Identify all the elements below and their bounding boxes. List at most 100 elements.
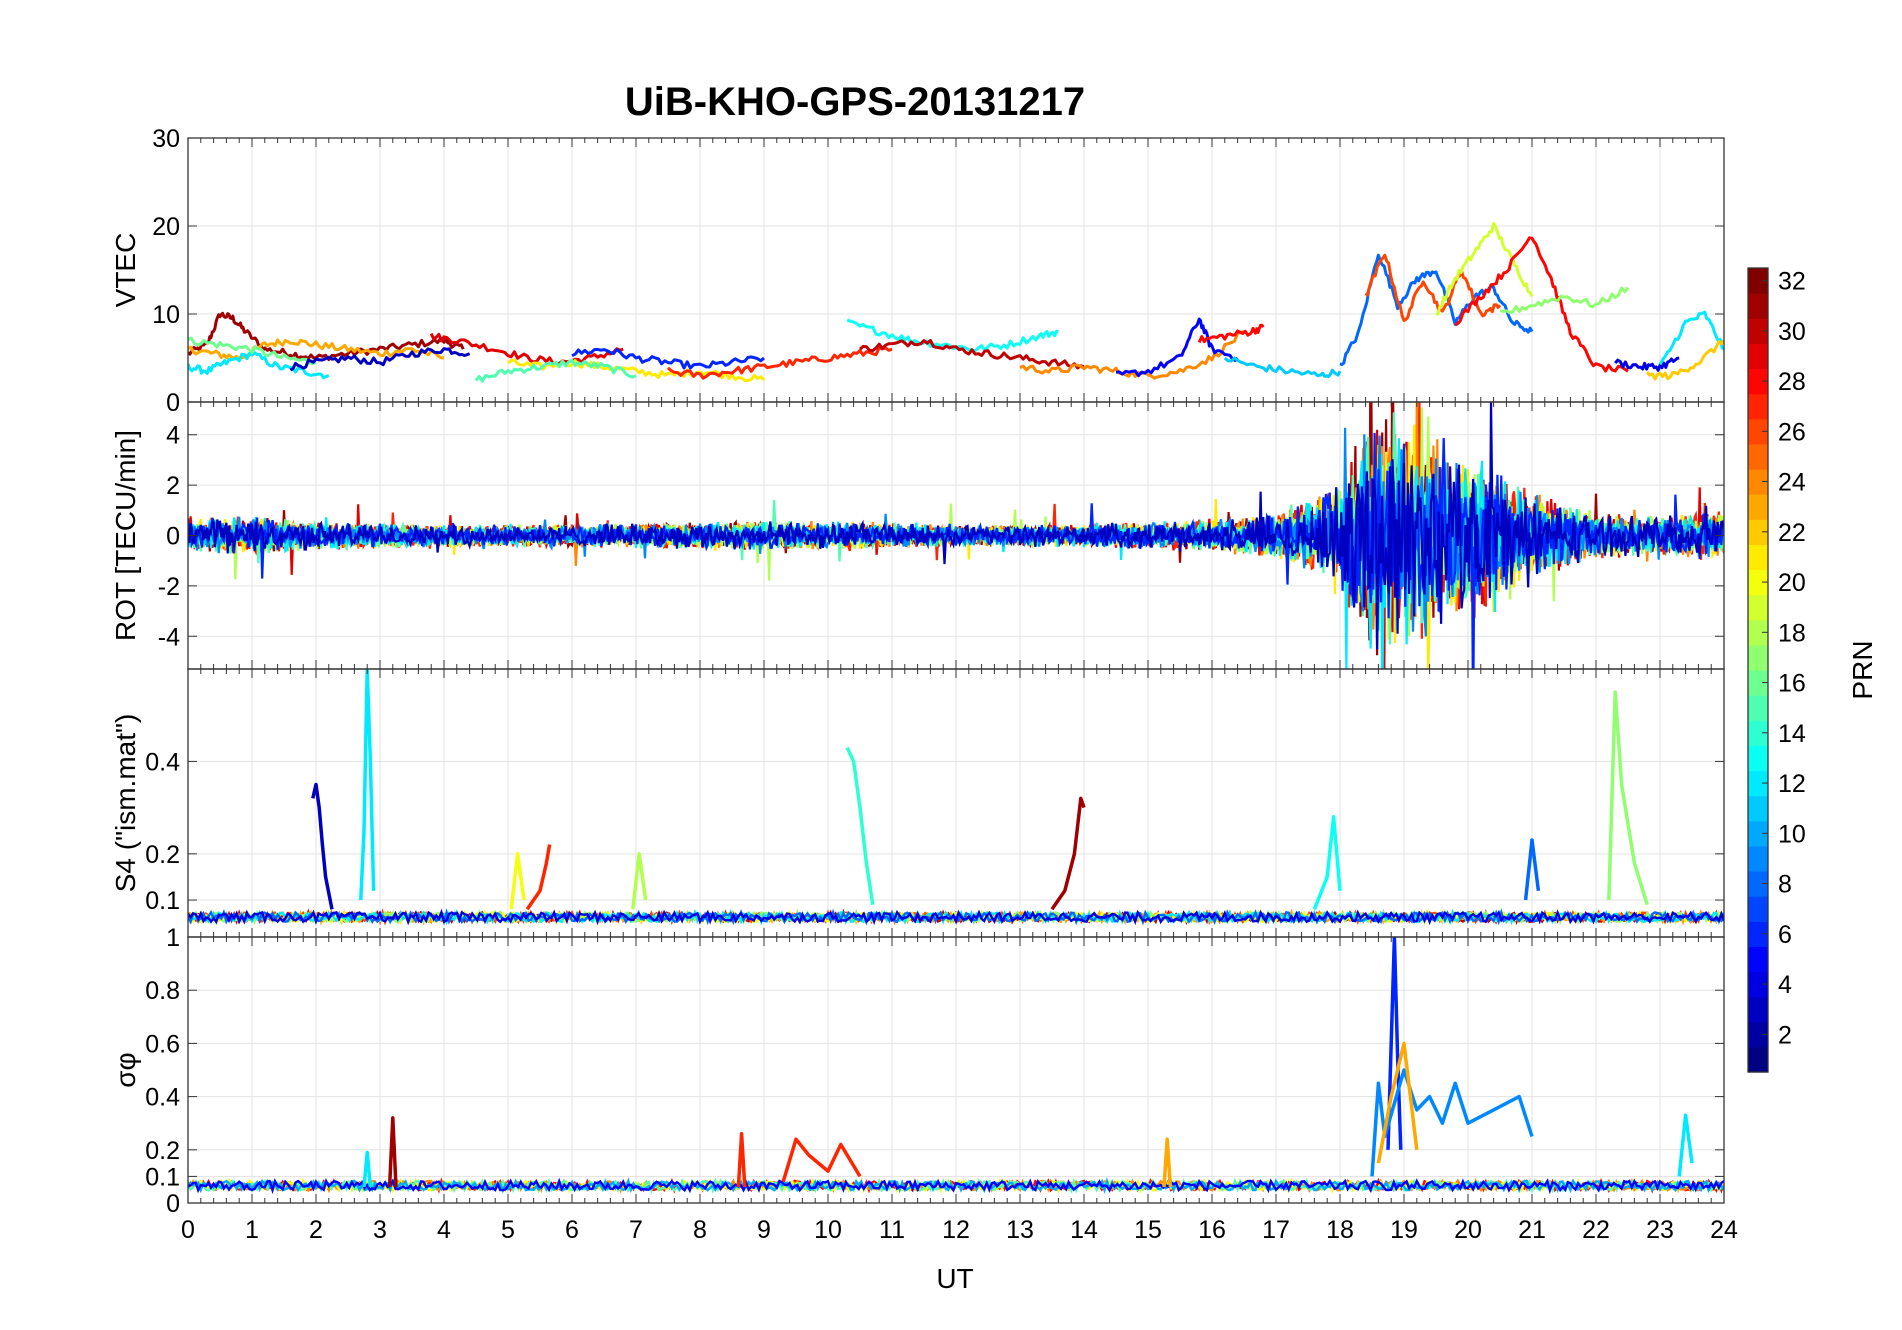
series-line-prn16 [188,336,317,366]
colorbar-segment [1748,494,1768,520]
y-tick-label: 0 [166,523,180,551]
x-tick-label: 8 [693,1216,707,1244]
x-tick-label: 21 [1518,1216,1546,1244]
x-tick-label: 20 [1454,1216,1482,1244]
series-line-prn17 [1499,286,1630,315]
baseline-series-prn15 [188,1177,1724,1195]
colorbar-tick-label: 12 [1778,770,1806,798]
series-line-prn23 [188,338,445,361]
colorbar-segment [1748,695,1768,721]
series-line-prn22 [1646,339,1724,381]
x-tick-label: 15 [1134,1216,1162,1244]
colorbar-tick-label: 20 [1778,569,1806,597]
colorbar-tick-label: 18 [1778,619,1806,647]
colorbar-tick-label: 2 [1778,1021,1792,1049]
y-tick-label: 0.8 [145,977,180,1005]
x-tick-label: 14 [1070,1216,1098,1244]
colorbar-segment [1748,544,1768,571]
spike-prn20 [509,852,526,910]
x-tick-label: 24 [1710,1216,1738,1244]
y-tick-label: 10 [152,301,180,329]
spike-prn3 [311,782,334,910]
y-tick-label: 30 [152,125,180,153]
colorbar-segment [1748,343,1768,370]
x-tick-label: 18 [1326,1216,1354,1244]
baseline-series-prn4 [188,908,1724,926]
colorbar-segment [1748,820,1768,847]
x-axis-ticks: 0 1 2 3 4 5 6 7 8 9 10 11 12 13 14 15 16 17 18 19 20 21 22 23 24 [181,1216,1738,1244]
y-tick-label: 0.2 [145,841,180,869]
spike-prn23 [1162,1137,1173,1188]
colorbar-segment [1748,720,1768,746]
colorbar-tick-label: 24 [1778,469,1806,497]
spike-prn27 [781,1137,862,1183]
y-tick-label: 1 [166,924,180,952]
panel-sigma_phi: 00.10.2 0.4 0.6 0.8 1 σφ [110,924,1725,1218]
colorbar-segment [1748,519,1768,545]
series-line-prn5 [1115,317,1239,378]
y-tick-label: 0 [166,1190,180,1218]
grid-s4 [187,669,1725,937]
series-line-prn28 [1197,323,1265,344]
grid-sigma_phi [187,936,1725,1204]
colorbar-segment [1748,845,1768,872]
series-line-prn12 [1658,310,1724,366]
y-tick-label: 0.2 [145,1137,180,1165]
y-tick-label: 0.4 [145,748,180,776]
series-rot [188,402,1724,669]
series-line-prn3 [289,347,471,372]
spike-prn31 [1050,796,1086,911]
colorbar-segment [1748,318,1768,344]
y-axis-label-s4: S4 ("ism.mat") [110,714,141,893]
colorbar-tick-label: 4 [1778,971,1792,999]
spike-prn31 [387,1116,398,1188]
rot-series-prn9 [188,427,1724,641]
colorbar-segment [1748,896,1768,922]
x-tick-label: 22 [1582,1216,1610,1244]
colorbar-segment [1748,745,1768,772]
x-axis-label: UT [936,1263,973,1294]
grid-vtec [187,137,1725,403]
y-tick-label: -2 [158,573,180,601]
spike-prn27 [736,1132,747,1188]
x-tick-label: 9 [757,1216,771,1244]
colorbar-segment [1748,996,1768,1023]
colorbar-segment [1748,871,1768,897]
y-axis-label-vtec: VTEC [110,233,141,308]
colorbar-tick-label: 30 [1778,318,1806,346]
x-tick-label: 4 [437,1216,451,1244]
x-tick-label: 2 [309,1216,323,1244]
colorbar-segment [1748,644,1768,671]
colorbar-tick-label: 22 [1778,519,1806,547]
series-line-prn30 [859,339,1085,370]
x-tick-label: 23 [1646,1216,1674,1244]
chart-title: UiB-KHO-GPS-20131217 [625,80,1085,124]
colorbar-tick-label: 8 [1778,871,1792,899]
series-line-prn13 [846,318,1059,353]
colorbar-segment [1748,569,1768,596]
spike-prn8 [1523,838,1541,901]
spike-prn13 [1312,815,1342,910]
series-line-prn15 [474,358,637,383]
spike-prn12 [362,1150,373,1188]
panel-rot: -4 -2 0 2 4 ROT [TECU/min] [110,401,1725,670]
colorbar-segment [1748,393,1768,420]
y-tick-label: -4 [158,623,180,651]
spike-prn14 [845,746,875,905]
colorbar-segment [1748,670,1768,696]
y-axis-label-sigma_phi: σφ [110,1052,141,1087]
spike-prn27 [525,844,552,911]
colorbar-frame [1747,267,1769,1073]
colorbar-segment [1748,293,1768,319]
x-tick-label: 10 [814,1216,842,1244]
colorbar-segment [1748,268,1768,294]
series-line-prn27 [666,346,893,380]
x-tick-label: 3 [373,1216,387,1244]
spike-prn17 [1607,690,1649,906]
colorbar-segment [1748,1021,1768,1048]
series-line-prn19 [1435,221,1534,316]
y-tick-label: 0.6 [145,1030,180,1058]
colorbar-segment [1748,921,1768,947]
